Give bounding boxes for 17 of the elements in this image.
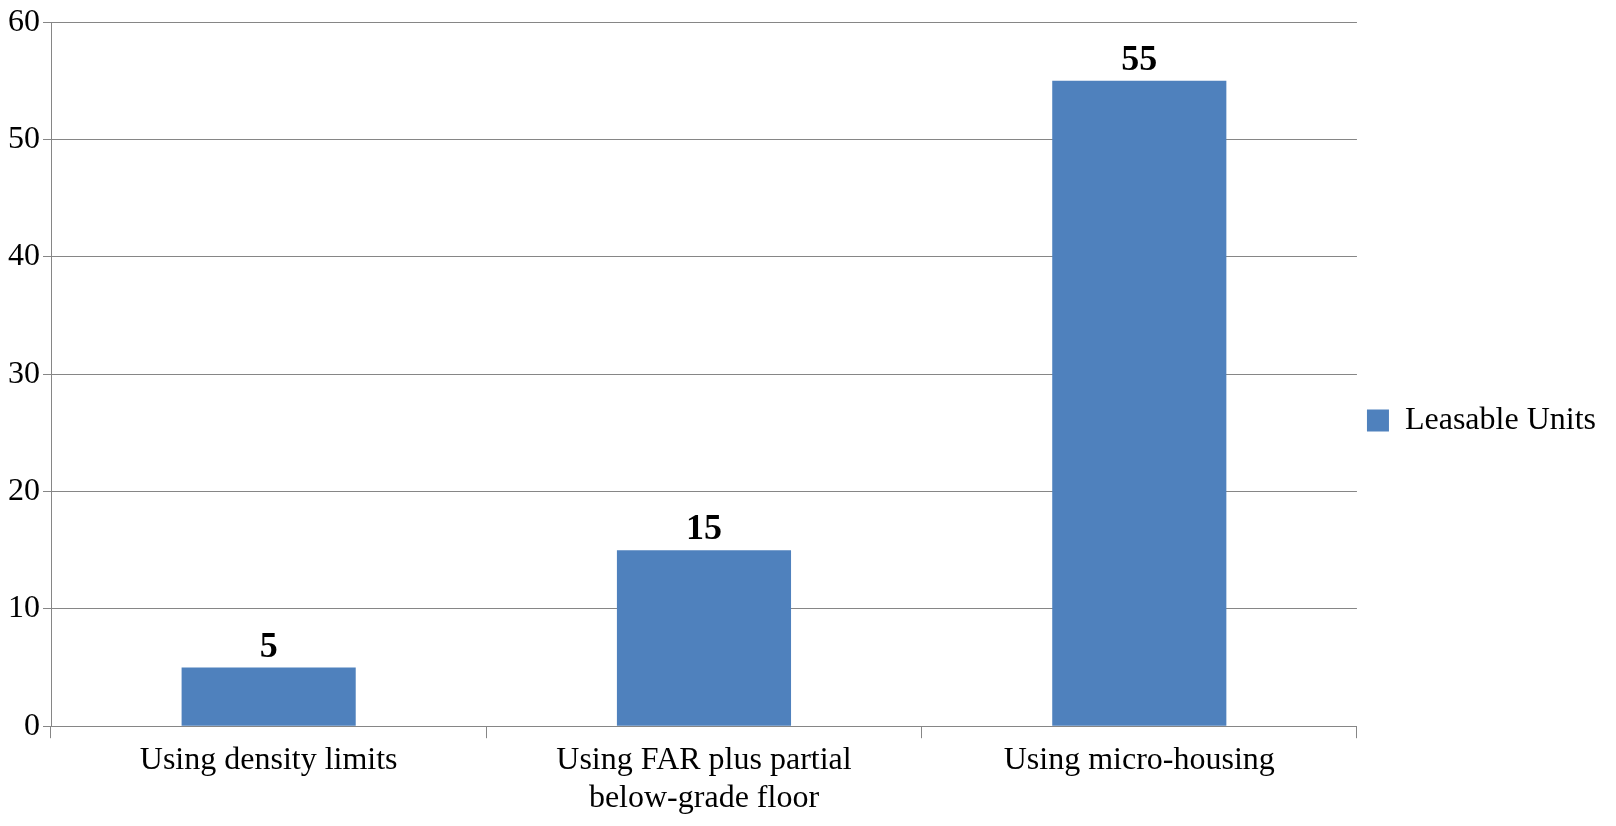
bar [181, 667, 356, 726]
bar [1052, 80, 1227, 726]
y-tick-label: 10 [8, 588, 40, 625]
data-label: 15 [685, 507, 722, 548]
bar [616, 550, 792, 726]
data-label: 5 [259, 624, 278, 665]
y-tick-label: 60 [8, 1, 40, 38]
y-tick-label: 40 [8, 236, 40, 273]
x-tick-label: Using FAR plus partial below-grade floor [556, 739, 852, 815]
y-tick-label: 50 [8, 118, 40, 155]
x-tick-label: Using density limits [139, 739, 398, 776]
y-tick-label: 0 [24, 705, 40, 742]
x-tick-label: Using micro-housing [1003, 739, 1275, 776]
data-label: 55 [1121, 38, 1158, 79]
legend-label: Leasable Units [1404, 399, 1596, 436]
y-tick-label: 30 [8, 353, 40, 390]
y-tick-label: 20 [8, 470, 40, 507]
